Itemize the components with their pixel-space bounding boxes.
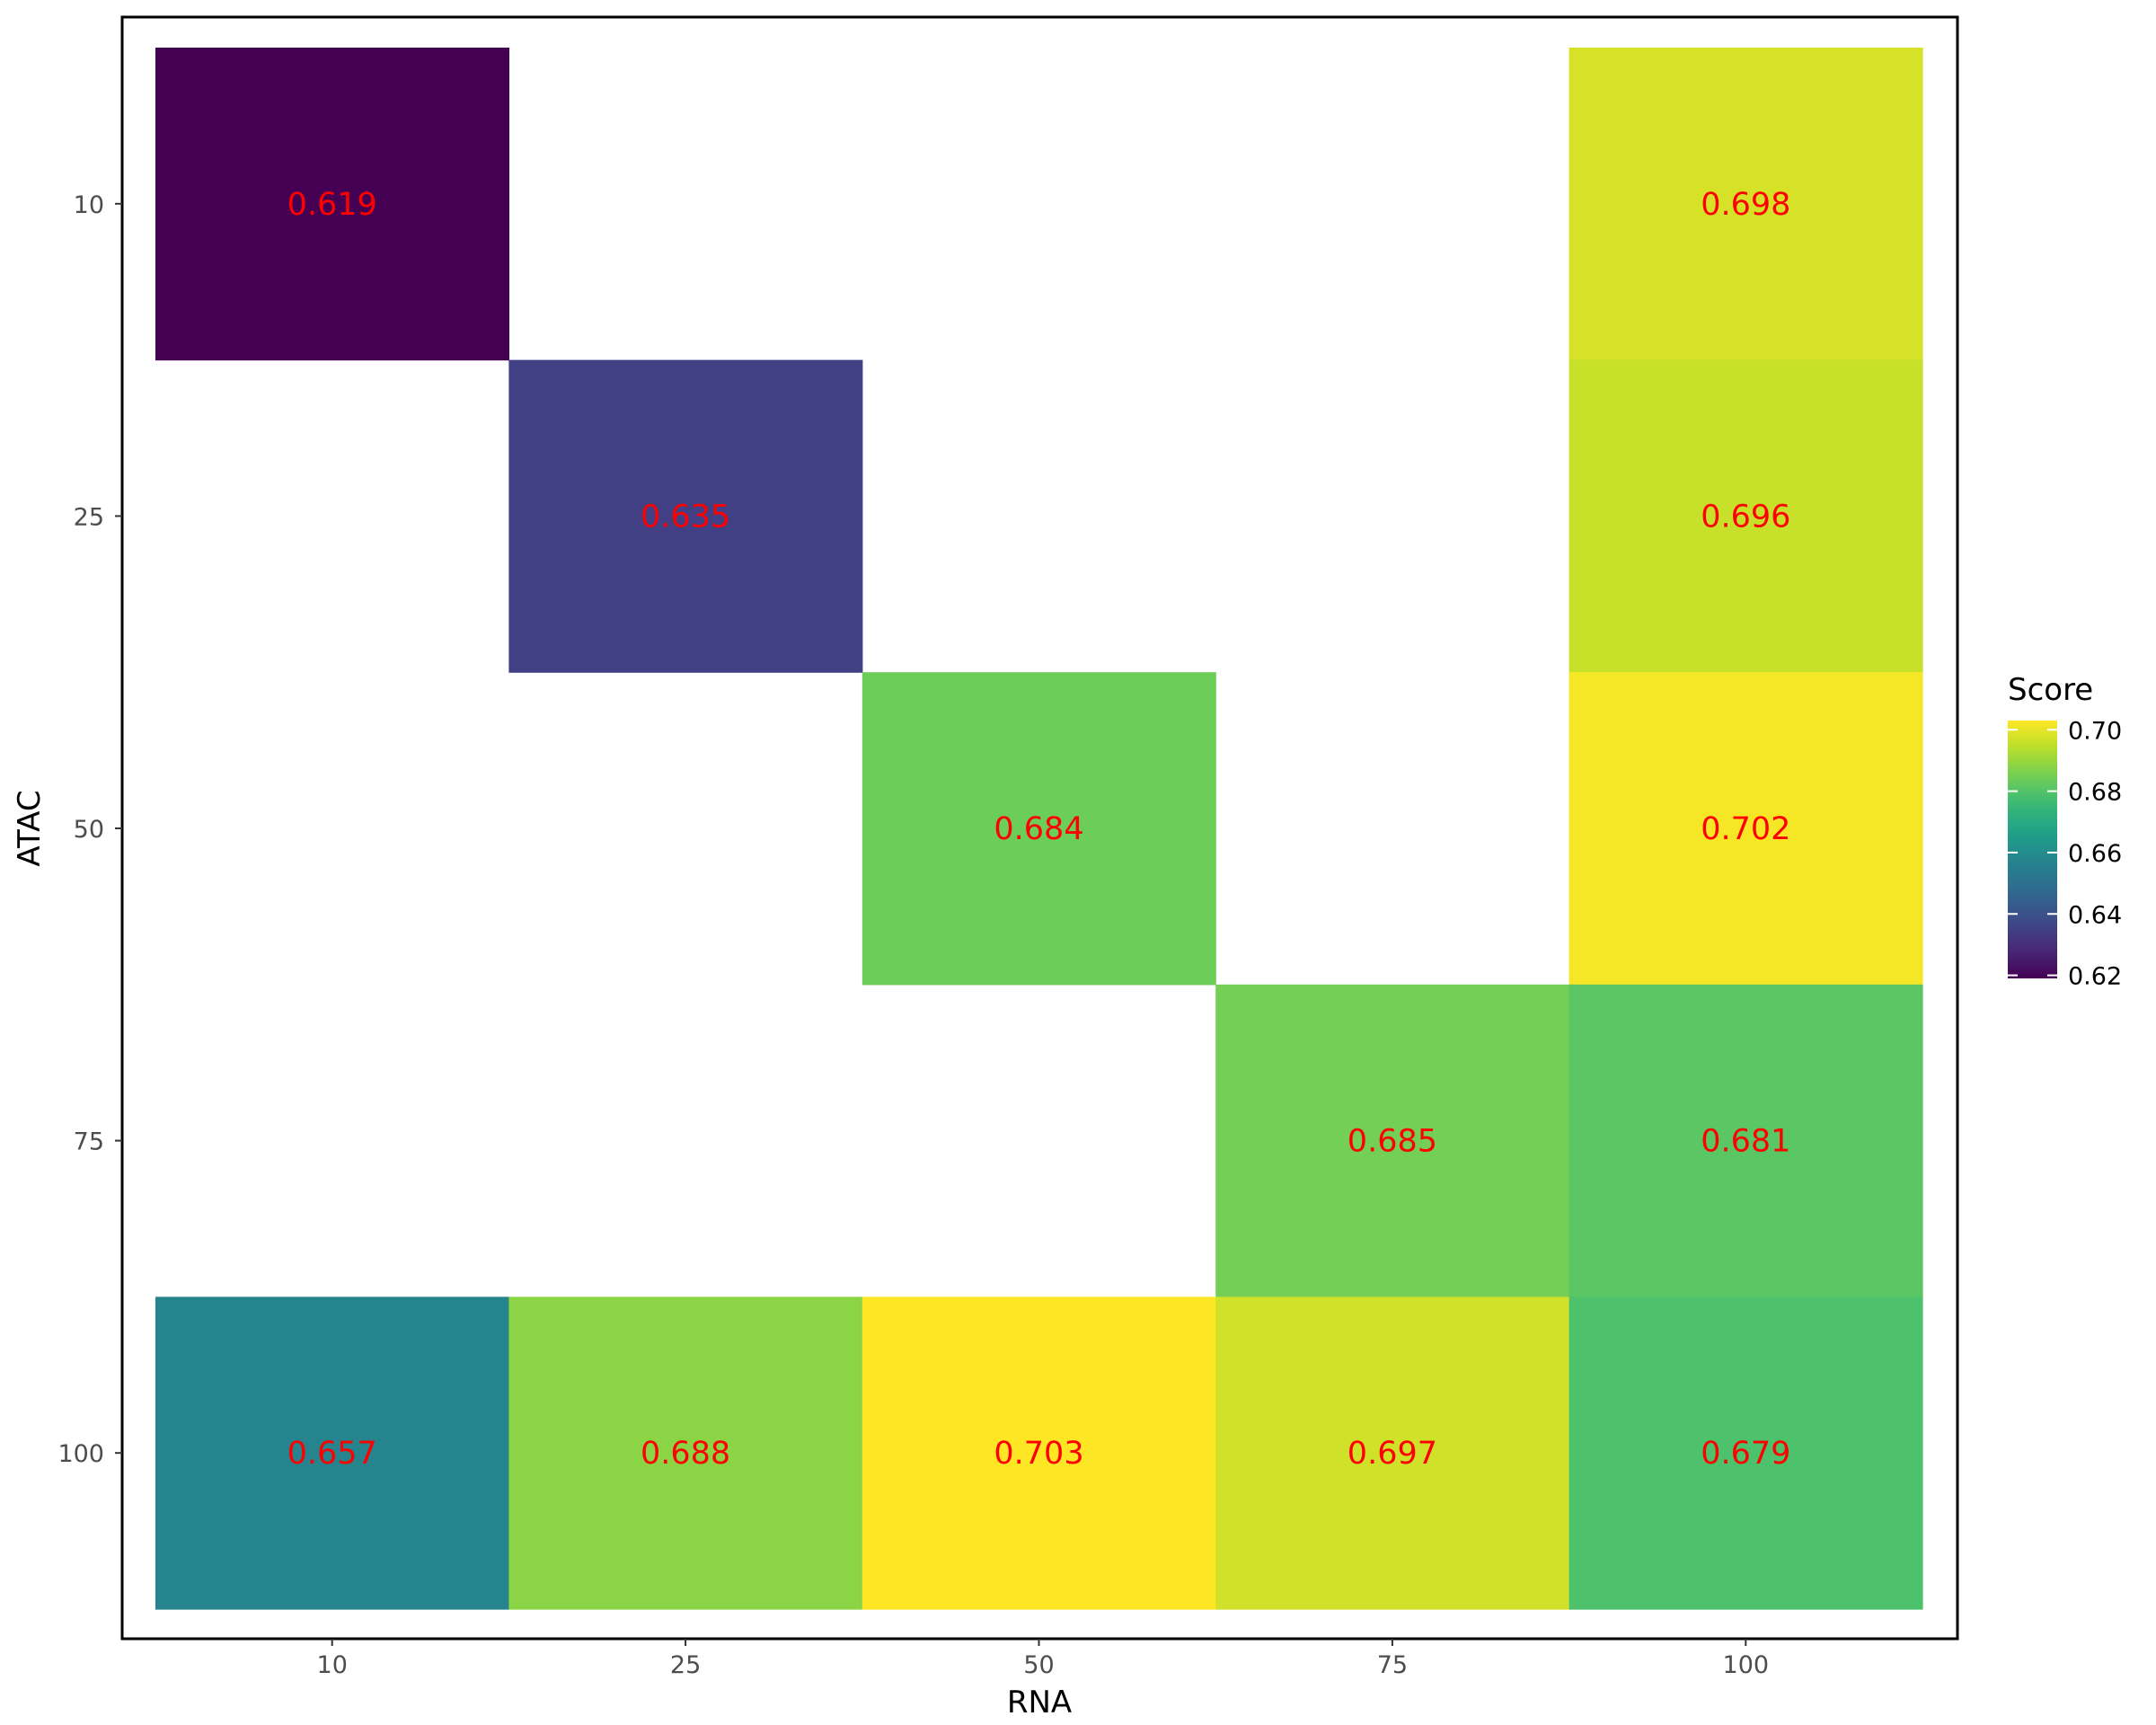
heatmap-cell: [155, 1296, 509, 1610]
y-tick-label: 25: [74, 503, 104, 531]
x-tick-label: 75: [1377, 1651, 1408, 1679]
cell-value-label: 0.703: [994, 1436, 1083, 1472]
cell-value-label: 0.679: [1701, 1436, 1790, 1472]
cell-value-label: 0.702: [1701, 811, 1790, 847]
heatmap-cell: [1215, 1296, 1570, 1610]
heatmap-cell: [508, 1296, 863, 1610]
cell-value-label: 0.696: [1701, 499, 1790, 535]
legend-tick-label: 0.64: [2068, 901, 2122, 929]
cell-labels: 0.619 0.698 0.635 0.696 0.684 0.702 0.685 0.681…: [287, 187, 1791, 1472]
heatmap-cell: [1568, 48, 1923, 361]
cell-value-label: 0.657: [287, 1436, 377, 1472]
x-tick-label: 100: [1723, 1651, 1770, 1679]
legend-tick-label: 0.62: [2068, 963, 2122, 991]
heatmap-cell: [155, 48, 509, 361]
y-axis-title: ATAC: [12, 790, 48, 866]
y-axis-ticks: 10 25 50 75 100: [57, 191, 122, 1468]
legend-colorbar: [2008, 721, 2057, 978]
legend-tick-label: 0.66: [2068, 840, 2122, 868]
x-tick-label: 50: [1023, 1651, 1054, 1679]
x-axis-title: RNA: [1007, 1685, 1072, 1721]
heatmap-cell: [1568, 359, 1923, 673]
heatmap-cell: [1568, 1296, 1923, 1610]
x-axis-ticks: 10 25 50 75 100: [317, 1639, 1770, 1679]
legend-tick-label: 0.68: [2068, 779, 2122, 807]
cell-value-label: 0.688: [641, 1436, 730, 1472]
x-tick-label: 10: [317, 1651, 348, 1679]
color-legend: Score 0.62 0.64 0.66 0.68 0.70: [2008, 672, 2122, 991]
legend-tick-label: 0.70: [2068, 717, 2122, 745]
cell-value-label: 0.685: [1348, 1124, 1437, 1160]
heatmap-cell: [862, 1296, 1216, 1610]
cell-value-label: 0.681: [1701, 1124, 1790, 1160]
heatmap-cells: [155, 48, 1923, 1610]
y-tick-label: 50: [74, 816, 104, 844]
legend-title: Score: [2008, 672, 2093, 708]
cell-value-label: 0.619: [287, 187, 377, 223]
cell-value-label: 0.698: [1701, 187, 1790, 223]
x-tick-label: 25: [670, 1651, 701, 1679]
cell-value-label: 0.684: [994, 811, 1083, 847]
heatmap-cell: [1568, 984, 1923, 1297]
cell-value-label: 0.697: [1348, 1436, 1437, 1472]
legend-ticks: 0.62 0.64 0.66 0.68 0.70: [2008, 717, 2122, 991]
heatmap-cell: [508, 359, 863, 673]
y-tick-label: 100: [57, 1440, 104, 1468]
heatmap-cell: [1215, 984, 1570, 1297]
heatmap-cell: [1568, 672, 1923, 986]
heatmap-cell: [862, 672, 1216, 986]
cell-value-label: 0.635: [641, 499, 730, 535]
y-tick-label: 75: [74, 1128, 104, 1156]
y-tick-label: 10: [74, 191, 104, 219]
